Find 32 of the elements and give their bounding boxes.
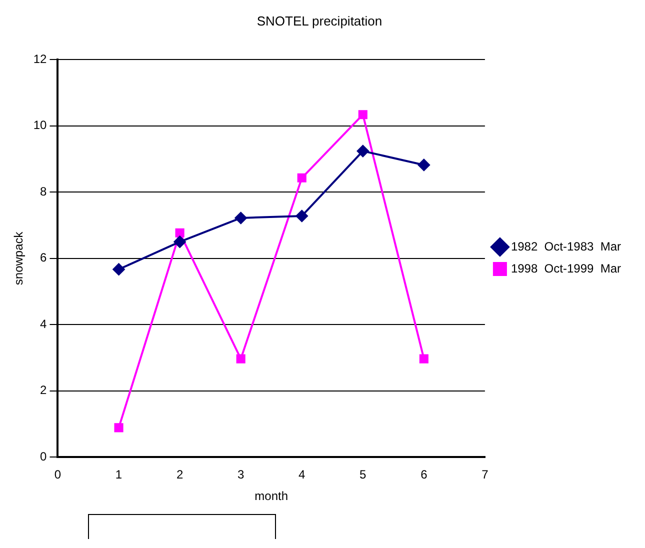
y-tick-label: 0 <box>40 450 48 464</box>
point <box>234 212 247 224</box>
x-axis-title: month <box>254 489 288 504</box>
legend-label: 1982 Oct-1983 Mar <box>510 239 622 254</box>
point <box>356 145 369 158</box>
x-tick-label: 4 <box>298 468 306 482</box>
y-tick-label: 6 <box>40 250 48 265</box>
x-tick-label: 2 <box>176 468 184 482</box>
point <box>114 423 124 432</box>
point <box>358 110 368 120</box>
y-tick-label: 2 <box>40 383 48 398</box>
point <box>419 354 428 364</box>
y-tick-label: 10 <box>33 118 48 132</box>
point <box>175 228 184 238</box>
point <box>112 263 125 276</box>
point <box>297 173 306 182</box>
y-tick-label: 8 <box>40 184 48 198</box>
legend-label: 1998 Oct-1999 Mar <box>510 261 622 276</box>
x-tick-label: 3 <box>237 468 244 482</box>
y-axis-title: snowpack <box>12 230 26 286</box>
point <box>174 236 186 248</box>
x-tick-label: 5 <box>360 468 367 482</box>
y-tick-label: 4 <box>40 316 48 331</box>
x-tick-label: 6 <box>420 468 428 482</box>
point <box>296 210 308 222</box>
y-tick-label: 12 <box>33 52 48 66</box>
point <box>236 354 246 364</box>
x-tick-label: 7 <box>482 468 489 482</box>
point <box>418 158 430 171</box>
x-tick-label: 0 <box>54 468 62 482</box>
chart-title: SNOTEL precipitation <box>256 13 382 28</box>
x-tick-label: 1 <box>115 468 122 482</box>
